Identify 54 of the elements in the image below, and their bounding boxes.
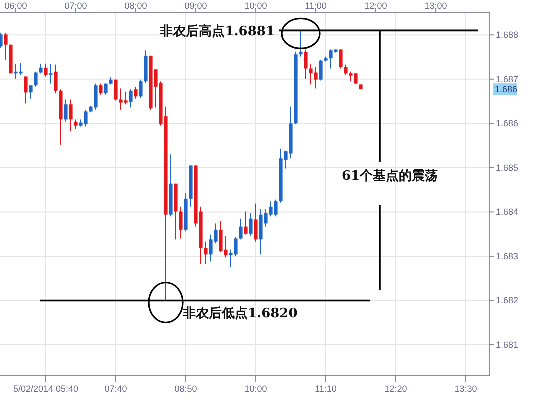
candlestick [249, 213, 253, 238]
candlestick [204, 241, 208, 265]
x-tick-label: 07:40 [104, 384, 128, 394]
candlestick [74, 119, 78, 130]
y-tick-label: 1.682 [496, 296, 519, 306]
candlestick [4, 32, 8, 60]
x2-tick-label: 09:00 [184, 1, 208, 11]
candlestick [319, 59, 323, 82]
candlestick [34, 71, 38, 88]
x2-tick-label: 12:00 [364, 1, 388, 11]
candlestick [29, 85, 33, 100]
candlestick [99, 83, 103, 96]
y-tick-label: 1.686 [496, 118, 519, 129]
candlestick [254, 203, 258, 242]
candlestick [134, 86, 138, 100]
x2-tick-label: 10:00 [244, 1, 268, 11]
candlestick [39, 63, 43, 74]
x-tick-label: 10:00 [244, 384, 268, 394]
annotation: 非农后低点1.6820 [182, 306, 298, 322]
candlestick [299, 30, 303, 58]
candlestick [239, 218, 243, 240]
candlestick [69, 99, 73, 132]
candlestick [344, 64, 348, 76]
x2-tick-label: 13:00 [424, 1, 448, 11]
x-tick-label: 08:50 [174, 384, 198, 394]
annotation: 非农后高点1.6881 [159, 24, 275, 40]
y-tick-label: 1.685 [496, 162, 519, 173]
candlestick [244, 211, 248, 236]
candlestick [304, 49, 308, 80]
annotation: 61个基点的震荡 [342, 168, 438, 184]
y-tick-label: 1.688 [496, 30, 519, 40]
candlestick [179, 206, 183, 240]
x2-tick-label: 07:00 [64, 1, 88, 11]
candlestick [139, 79, 143, 98]
x-tick-label: 5/02/2014 05:40 [13, 384, 79, 394]
candlestick [24, 76, 28, 104]
x2-tick-label: 08:00 [124, 1, 148, 11]
candlestick [339, 49, 343, 70]
x-tick-label: 11:10 [315, 384, 337, 394]
candlestick [44, 63, 48, 78]
x-tick-label: 13:30 [454, 384, 478, 394]
x2-tick-label: 11:00 [305, 1, 327, 11]
candlestick [54, 64, 58, 94]
y-tick-label: 1.684 [496, 207, 519, 218]
y-tick-label: 1.687 [496, 74, 519, 84]
candlestick [114, 79, 118, 102]
candlestick [64, 99, 68, 122]
candlestick [0, 32, 3, 48]
x2-tick-label: 06:00 [4, 1, 28, 11]
candlestick [129, 89, 133, 108]
y-tick-label: 1.683 [496, 251, 519, 262]
x-tick-label: 12:20 [384, 384, 408, 394]
y-tick-label: 1.681 [496, 340, 519, 350]
candlestick [49, 63, 53, 84]
